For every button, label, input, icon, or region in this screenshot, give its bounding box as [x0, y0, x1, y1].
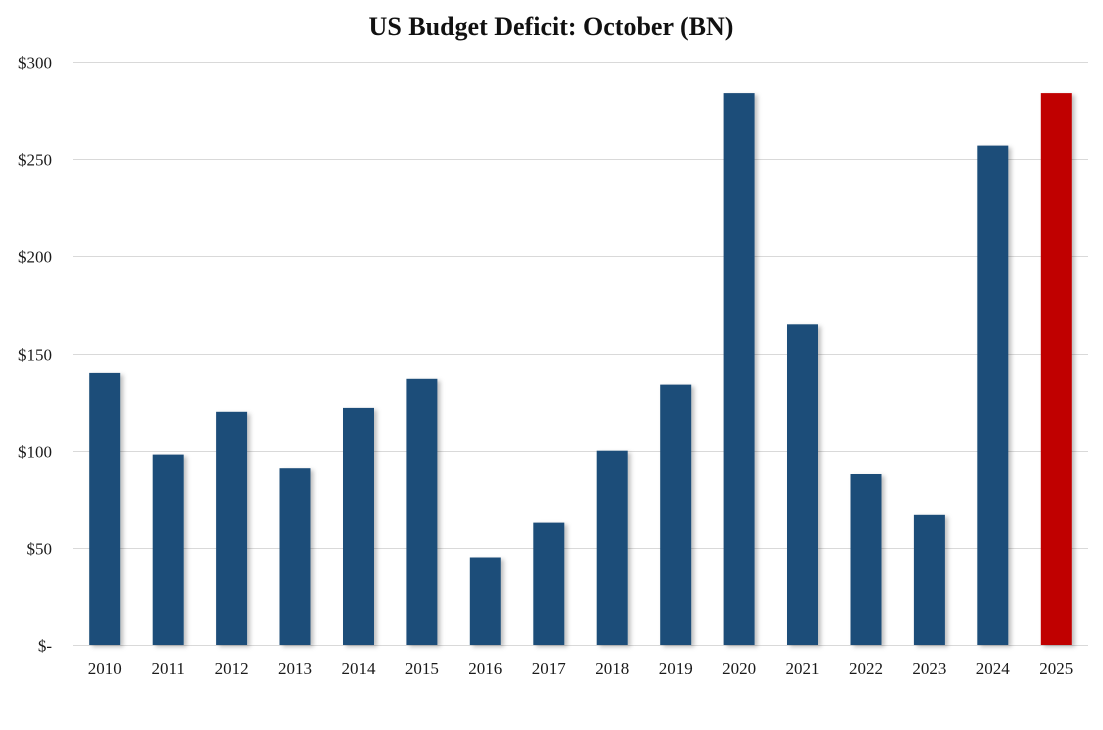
x-tick-label: 2025: [1039, 659, 1073, 678]
x-tick-label: 2011: [152, 659, 185, 678]
bar-2017: [533, 522, 565, 645]
x-tick-label: 2016: [468, 659, 502, 678]
bar-2021: [787, 324, 818, 645]
x-tick-label: 2023: [912, 659, 946, 678]
x-tick-label: 2020: [722, 659, 756, 678]
bar-2018: [596, 450, 628, 645]
bar-2015: [406, 378, 438, 645]
x-tick-label: 2012: [215, 659, 249, 678]
y-tick-label: $100: [18, 443, 52, 462]
bar-2012: [216, 411, 248, 645]
bar-2014: [343, 407, 374, 645]
y-tick-label: $50: [27, 540, 53, 559]
y-tick-label: $250: [18, 151, 52, 170]
bar-2022: [850, 474, 882, 645]
y-tick-label: $300: [18, 54, 52, 73]
y-tick-label: $150: [18, 346, 52, 365]
bar-2016: [469, 557, 501, 645]
y-tick-label: $200: [18, 248, 52, 267]
bars-layer: [89, 93, 1072, 646]
bar-2025: [1040, 93, 1072, 646]
y-tick-label: $-: [38, 637, 53, 656]
x-tick-label: 2010: [88, 659, 122, 678]
chart-title: US Budget Deficit: October (BN): [369, 12, 734, 41]
x-tick-label: 2018: [595, 659, 629, 678]
x-axis-ticks: 2010 2011 2012 2013 2014 2015 2016 2017 2018 2019…: [88, 659, 1074, 678]
bar-2010: [89, 372, 121, 645]
x-tick-label: 2014: [342, 659, 377, 678]
bar-2024: [977, 145, 1009, 645]
x-tick-label: 2015: [405, 659, 439, 678]
x-tick-label: 2021: [786, 659, 820, 678]
y-axis-ticks: $- $50 $100 $150 $200 $250 $300: [18, 54, 52, 656]
bar-2019: [660, 384, 692, 645]
x-tick-label: 2017: [532, 659, 567, 678]
x-tick-label: 2022: [849, 659, 883, 678]
x-tick-label: 2019: [659, 659, 693, 678]
x-tick-label: 2024: [976, 659, 1011, 678]
x-tick-label: 2013: [278, 659, 312, 678]
bar-2013: [279, 468, 311, 645]
bar-2023: [913, 514, 945, 645]
bar-2011: [152, 454, 184, 645]
bar-2020: [723, 93, 755, 646]
